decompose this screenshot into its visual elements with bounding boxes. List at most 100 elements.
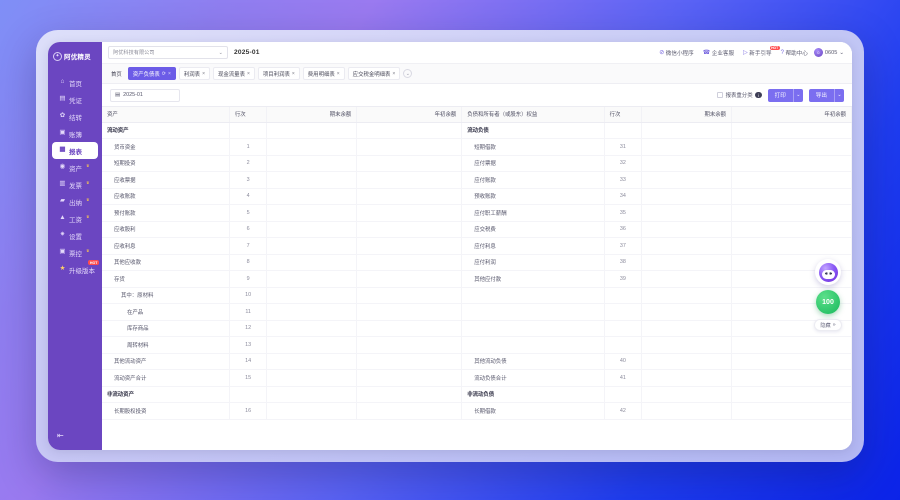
sidebar-item-3[interactable]: ▣ 账簿	[52, 125, 98, 142]
score-badge[interactable]: 100	[816, 290, 840, 314]
sidebar-item-5[interactable]: ◉ 资产 ♛	[52, 159, 98, 176]
close-icon[interactable]: ×	[246, 70, 250, 77]
mascot-avatar-icon[interactable]	[815, 259, 841, 285]
table-row[interactable]: 预付账款 5 应付职工薪酬 35	[102, 204, 852, 222]
th-asset-beginning[interactable]: 年初余额	[356, 107, 463, 123]
sidebar-item-9[interactable]: ✷ 设置	[52, 227, 98, 244]
cell-liability-beginning[interactable]	[731, 369, 852, 387]
close-icon[interactable]: ×	[291, 70, 295, 77]
refresh-icon[interactable]: ⟳	[161, 70, 166, 77]
table-row[interactable]: 应收利息 7 应付利息 37	[102, 237, 852, 255]
cell-asset-beginning[interactable]	[356, 287, 463, 304]
cell-asset-ending[interactable]	[266, 122, 358, 139]
table-row[interactable]: 其他应收款 8 应付利润 38	[102, 254, 852, 271]
th-asset-ending[interactable]: 期末余额	[266, 107, 358, 123]
cell-liability-ending[interactable]	[641, 386, 733, 403]
company-select[interactable]: 阿优科技有限公司 ⌄	[108, 46, 228, 59]
cell-liability-ending[interactable]	[641, 237, 733, 255]
reclassify-checkbox-group[interactable]: 报表重分类 i	[717, 91, 762, 99]
print-button[interactable]: 打印	[767, 88, 793, 102]
export-dropdown-caret[interactable]: ⌄	[834, 88, 844, 102]
cell-liability-ending[interactable]	[641, 369, 733, 387]
cell-liability-beginning[interactable]	[731, 336, 852, 354]
cell-asset-beginning[interactable]	[356, 353, 463, 370]
cell-liability-ending[interactable]	[641, 204, 733, 222]
cell-asset-ending[interactable]	[266, 287, 358, 304]
cell-asset-ending[interactable]	[266, 336, 358, 354]
checkbox-icon[interactable]	[717, 92, 724, 98]
print-dropdown-caret[interactable]: ⌄	[792, 88, 803, 102]
cell-asset-ending[interactable]	[266, 386, 358, 403]
cell-asset-beginning[interactable]	[356, 320, 463, 337]
th-liability-ending[interactable]: 期末余额	[641, 107, 733, 123]
tab-4[interactable]: 费用明细表 ×	[302, 67, 345, 80]
sidebar-item-10[interactable]: ▣ 票控 ♛	[52, 244, 98, 261]
cell-asset-beginning[interactable]	[356, 138, 463, 156]
table-row[interactable]: 库存商品 12	[102, 320, 852, 337]
table-row[interactable]: 货币资金 1 短期借款 31	[102, 138, 852, 156]
cell-liability-beginning[interactable]	[731, 221, 852, 238]
balance-sheet-table-wrap[interactable]: 资产 行次 期末余额 年初余额 负债和所有者（或股东）权益 行次 期末余额 年初…	[102, 106, 852, 450]
cell-asset-ending[interactable]	[266, 138, 358, 156]
app-logo[interactable]: ✦ 阿优精灵	[48, 46, 102, 66]
cell-asset-ending[interactable]	[266, 303, 358, 321]
cell-liability-ending[interactable]	[641, 171, 733, 189]
close-icon[interactable]: ×	[167, 70, 171, 77]
cell-liability-beginning[interactable]	[731, 138, 852, 156]
tab-0[interactable]: 资产负债表 ⟳ ×	[127, 67, 176, 80]
cell-liability-ending[interactable]	[641, 138, 733, 156]
cell-asset-ending[interactable]	[266, 221, 358, 238]
tab-1[interactable]: 利润表 ×	[178, 67, 210, 80]
cell-asset-beginning[interactable]	[356, 336, 463, 354]
cell-asset-ending[interactable]	[266, 402, 358, 420]
table-row[interactable]: 应收账款 4 预收账款 34	[102, 188, 852, 205]
cell-asset-ending[interactable]	[266, 188, 358, 205]
close-icon[interactable]: ×	[392, 70, 396, 77]
cell-asset-ending[interactable]	[266, 155, 358, 172]
date-picker[interactable]: ▤ 2025-01	[110, 88, 180, 102]
table-row[interactable]: 应收股利 6 应交税费 36	[102, 221, 852, 238]
cell-liability-ending[interactable]	[641, 155, 733, 172]
cell-asset-ending[interactable]	[266, 320, 358, 337]
cell-liability-ending[interactable]	[641, 353, 733, 370]
cell-asset-ending[interactable]	[266, 353, 358, 370]
table-row[interactable]: 在产品 11	[102, 303, 852, 321]
sidebar-collapse-button[interactable]: ⇤	[48, 420, 102, 450]
table-row[interactable]: 其中：原材料 10	[102, 287, 852, 304]
cell-asset-beginning[interactable]	[356, 303, 463, 321]
cell-asset-ending[interactable]	[266, 270, 358, 288]
header-link-3[interactable]: ? 帮助中心	[781, 49, 808, 57]
sidebar-item-8[interactable]: ▲ 工资 ♛	[52, 210, 98, 227]
cell-liability-ending[interactable]	[641, 303, 733, 321]
sidebar-item-11[interactable]: ★ 升级版本 HOT	[52, 260, 99, 278]
cell-asset-beginning[interactable]	[356, 386, 463, 403]
cell-liability-beginning[interactable]	[731, 171, 852, 189]
cell-liability-beginning[interactable]	[731, 386, 852, 403]
sidebar-item-4[interactable]: ▦ 报表	[52, 142, 98, 159]
sidebar-item-6[interactable]: ▥ 发票 ♛	[52, 176, 98, 193]
cell-liability-ending[interactable]	[641, 254, 733, 271]
cell-liability-beginning[interactable]	[731, 204, 852, 222]
th-asset-lineno[interactable]: 行次	[229, 107, 268, 123]
cell-asset-beginning[interactable]	[356, 188, 463, 205]
sidebar-item-0[interactable]: ⌂ 首页	[52, 74, 98, 91]
cell-liability-beginning[interactable]	[731, 402, 852, 420]
cell-liability-beginning[interactable]	[731, 353, 852, 370]
cell-asset-beginning[interactable]	[356, 221, 463, 238]
cell-asset-ending[interactable]	[266, 369, 358, 387]
tab-5[interactable]: 应交税金明细表 ×	[347, 67, 401, 80]
cell-liability-beginning[interactable]	[731, 122, 852, 139]
cell-asset-ending[interactable]	[266, 254, 358, 271]
tab-home[interactable]: 首页	[108, 67, 125, 80]
sidebar-item-1[interactable]: ▤ 凭证	[52, 91, 98, 108]
close-icon[interactable]: ×	[336, 70, 340, 77]
cell-liability-beginning[interactable]	[731, 237, 852, 255]
cell-liability-beginning[interactable]	[731, 155, 852, 172]
cell-asset-ending[interactable]	[266, 237, 358, 255]
cell-liability-ending[interactable]	[641, 122, 733, 139]
header-link-1[interactable]: ☎ 企业客服	[703, 49, 734, 57]
cell-asset-beginning[interactable]	[356, 369, 463, 387]
cell-asset-beginning[interactable]	[356, 254, 463, 271]
table-row[interactable]: 存货 9 其他应付款 39	[102, 270, 852, 288]
cell-liability-ending[interactable]	[641, 320, 733, 337]
